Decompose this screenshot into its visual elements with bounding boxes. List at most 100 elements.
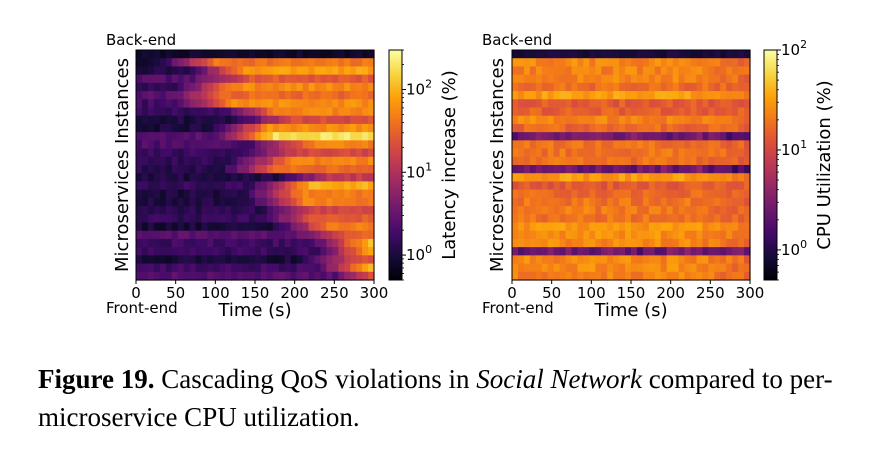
heatmap-cell xyxy=(625,132,632,141)
heatmap-cell xyxy=(583,247,590,256)
heatmap-cell xyxy=(189,197,197,207)
heatmap-cell xyxy=(684,140,692,150)
heatmap-cell xyxy=(744,247,751,256)
heatmap-cell xyxy=(517,50,525,59)
heatmap-cell xyxy=(708,115,715,125)
heatmap-cell xyxy=(165,115,173,125)
heatmap-cell xyxy=(153,222,161,232)
heatmap-cell xyxy=(541,247,549,256)
heatmap-cell xyxy=(237,58,244,68)
heatmap-cell xyxy=(243,230,250,240)
heatmap-cell xyxy=(201,132,208,141)
heatmap-cell xyxy=(344,99,351,109)
heatmap-cell xyxy=(559,238,567,248)
heatmap-cell xyxy=(171,222,179,232)
heatmap-cell xyxy=(589,230,596,240)
heatmap-cell xyxy=(189,189,197,199)
heatmap-cell xyxy=(720,165,727,174)
heatmap-cell xyxy=(165,263,173,273)
heatmap-cell xyxy=(290,197,298,207)
heatmap-cell xyxy=(601,123,608,133)
heatmap-cell xyxy=(660,238,668,248)
heatmap-cell xyxy=(213,181,220,191)
heatmap-cell xyxy=(350,99,357,109)
heatmap-cell xyxy=(302,107,310,117)
heatmap-cell xyxy=(648,230,656,240)
heatmap-cell xyxy=(314,263,322,273)
heatmap-cell xyxy=(136,156,143,166)
heatmap-cell xyxy=(296,50,304,59)
heatmap-cell xyxy=(666,271,674,281)
heatmap-cell xyxy=(601,132,608,141)
heatmap-cell xyxy=(738,99,745,109)
heatmap-cell xyxy=(666,214,674,224)
heatmap-cell xyxy=(512,165,519,174)
heatmap-cell xyxy=(684,107,692,117)
heatmap-cell xyxy=(296,263,304,273)
heatmap-cell xyxy=(284,74,292,84)
heatmap-cell xyxy=(529,189,537,199)
heatmap-cell xyxy=(559,197,567,207)
heatmap-cell xyxy=(177,197,185,207)
heatmap-cell xyxy=(702,238,709,248)
heatmap-cell xyxy=(601,156,608,166)
heatmap-cell xyxy=(272,165,280,174)
heatmap-cell xyxy=(231,115,238,125)
heatmap-cell xyxy=(660,173,668,183)
x-tick-label: 300 xyxy=(736,284,765,302)
heatmap-cell xyxy=(219,238,226,248)
heatmap-cell xyxy=(338,271,345,281)
heatmap-cell xyxy=(619,74,626,84)
heatmap-cell xyxy=(290,181,298,191)
heatmap-cell xyxy=(720,148,727,158)
heatmap-cell xyxy=(696,230,703,240)
heatmap-cell xyxy=(332,123,339,133)
heatmap-cell xyxy=(213,140,220,150)
heatmap-cell xyxy=(177,82,185,92)
heatmap-cell xyxy=(320,123,327,133)
heatmap-cell xyxy=(290,115,298,125)
heatmap-cell xyxy=(368,206,375,215)
heatmap-cell xyxy=(517,107,525,117)
heatmap-cell xyxy=(183,247,191,256)
heatmap-cell xyxy=(726,230,733,240)
heatmap-cell xyxy=(714,148,721,158)
heatmap-cell xyxy=(278,82,286,92)
heatmap-cell xyxy=(344,222,351,232)
heatmap-cell xyxy=(368,230,375,240)
heatmap-cell xyxy=(636,82,644,92)
heatmap-cell xyxy=(195,206,203,215)
heatmap-cell xyxy=(565,173,573,183)
heatmap-cell xyxy=(201,165,208,174)
heatmap-cell xyxy=(720,238,727,248)
heatmap-cell xyxy=(302,91,310,100)
heatmap-cell xyxy=(577,140,584,150)
heatmap-cell xyxy=(136,132,143,141)
heatmap-cell xyxy=(613,222,620,232)
heatmap-cell xyxy=(732,189,739,199)
heatmap-cell xyxy=(141,271,149,281)
heatmap-cell xyxy=(272,197,280,207)
heatmap-cell xyxy=(278,66,286,76)
heatmap-cell xyxy=(249,255,256,265)
heatmap-cell xyxy=(136,82,143,92)
heatmap-cell xyxy=(631,214,638,224)
heatmap-cell xyxy=(296,165,304,174)
heatmap-cell xyxy=(535,99,543,109)
heatmap-cell xyxy=(201,230,208,240)
heatmap-cell xyxy=(165,165,173,174)
heatmap-cell xyxy=(272,58,280,68)
heatmap-cell xyxy=(320,140,327,150)
heatmap-cell xyxy=(320,58,327,68)
heatmap-cell xyxy=(547,165,555,174)
heatmap-cell xyxy=(702,173,709,183)
heatmap-cell xyxy=(684,255,692,265)
heatmap-cell xyxy=(171,271,179,281)
heatmap-cell xyxy=(141,123,149,133)
heatmap-cell xyxy=(296,189,304,199)
heatmap-cell xyxy=(338,165,345,174)
heatmap-cell xyxy=(362,230,369,240)
heatmap-cell xyxy=(559,66,567,76)
heatmap-cell xyxy=(726,206,733,215)
heatmap-cell xyxy=(350,222,357,232)
